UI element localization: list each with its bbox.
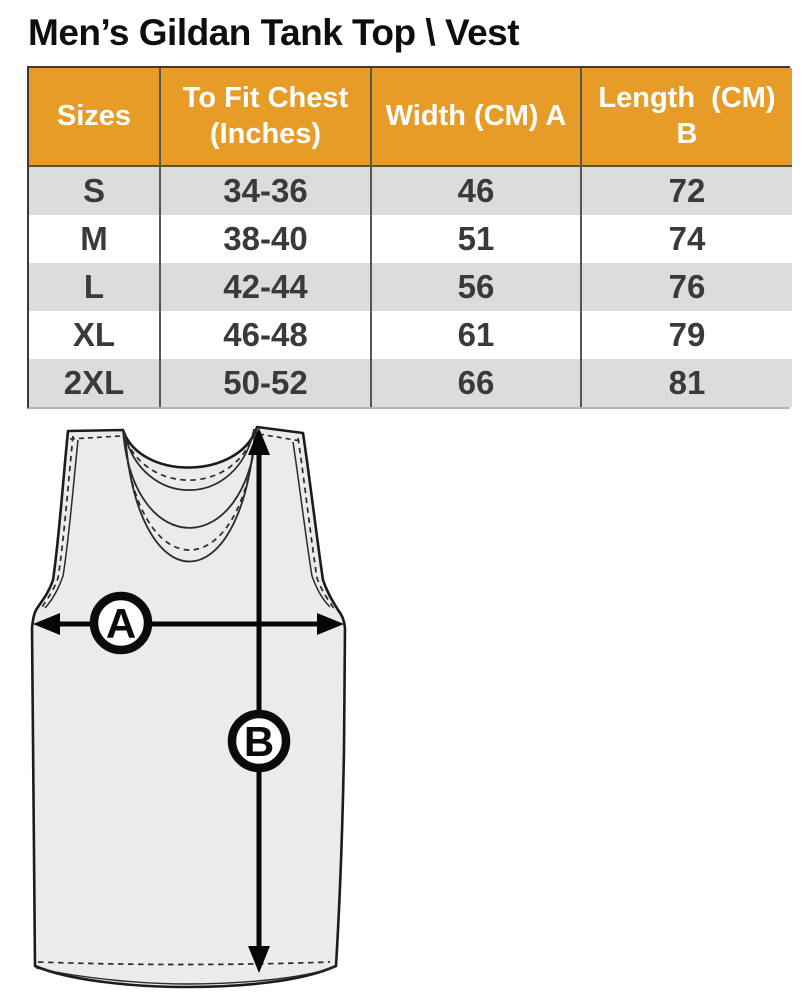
front-neckband-top — [122, 426, 258, 529]
width-cell: 66 — [370, 359, 580, 407]
hem-stitch — [37, 961, 331, 966]
hem-roll — [35, 966, 336, 985]
header-cell-width: Width (CM) A — [370, 68, 580, 167]
width-cell: 56 — [370, 263, 580, 311]
size-cell: XL — [29, 311, 159, 359]
chest-cell: 38-40 — [159, 215, 370, 263]
tank-top-illustration: A B — [30, 425, 347, 989]
chest-cell: 50-52 — [159, 359, 370, 407]
garment-outline — [30, 425, 347, 989]
size-cell: M — [29, 215, 159, 263]
width-cell: 46 — [370, 167, 580, 215]
chest-cell: 42-44 — [159, 263, 370, 311]
header-cell-chest: To Fit Chest (Inches) — [159, 68, 370, 167]
left-armhole-inner — [44, 439, 79, 609]
size-cell: S — [29, 167, 159, 215]
tank-top-diagram: A B — [0, 410, 360, 1000]
header-cell-sizes: Sizes — [29, 68, 159, 167]
right-armhole-stitch — [297, 437, 336, 611]
length-cell: 79 — [580, 311, 792, 359]
width-cell: 61 — [370, 311, 580, 359]
length-marker-badge: B — [227, 709, 291, 773]
width-marker-label: A — [106, 600, 136, 647]
width-marker-badge: A — [89, 591, 153, 655]
back-collar-edge — [122, 427, 256, 481]
left-armhole-stitch — [39, 435, 74, 611]
chest-cell: 34-36 — [159, 167, 370, 215]
header-length-line2: B — [676, 117, 698, 150]
header-length-line1: Length (CM) — [598, 81, 776, 114]
length-cell: 76 — [580, 263, 792, 311]
size-chart-table: Sizes To Fit Chest (Inches) Width (CM) A… — [27, 66, 792, 409]
length-measure-arrow — [248, 428, 270, 973]
length-cell: 72 — [580, 167, 792, 215]
size-cell: L — [29, 263, 159, 311]
header-cell-length: Length (CM) B — [580, 68, 792, 167]
back-collar-bottom — [123, 428, 255, 491]
length-cell: 74 — [580, 215, 792, 263]
header-sizes-label: Sizes — [56, 99, 132, 132]
length-cell: 81 — [580, 359, 792, 407]
right-armhole-inner — [292, 441, 331, 608]
length-marker-label: B — [244, 718, 274, 765]
right-shoulder-stitch — [258, 433, 302, 442]
header-width-label: Width (CM) A — [385, 99, 567, 132]
chest-cell: 46-48 — [159, 311, 370, 359]
page-title: Men’s Gildan Tank Top \ Vest — [28, 12, 520, 53]
size-cell: 2XL — [29, 359, 159, 407]
width-cell: 51 — [370, 215, 580, 263]
header-chest-line1: To Fit Chest — [182, 81, 349, 114]
header-chest-line2: (Inches) — [209, 117, 322, 150]
front-neckband-bottom — [124, 428, 256, 563]
